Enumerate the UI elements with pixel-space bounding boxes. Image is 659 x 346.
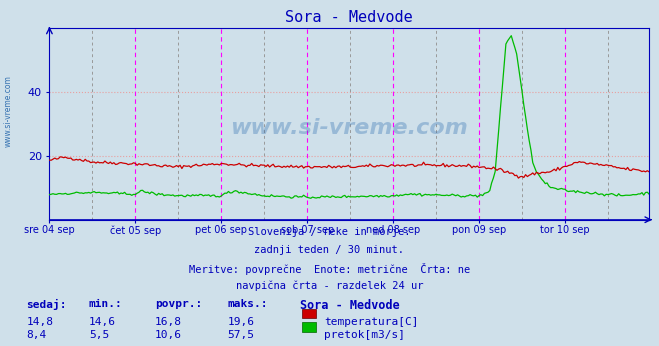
Text: Meritve: povprečne  Enote: metrične  Črta: ne: Meritve: povprečne Enote: metrične Črta:… <box>189 263 470 275</box>
Text: zadnji teden / 30 minut.: zadnji teden / 30 minut. <box>254 245 405 255</box>
Text: sedaj:: sedaj: <box>26 299 67 310</box>
Title: Sora - Medvode: Sora - Medvode <box>285 10 413 25</box>
Text: povpr.:: povpr.: <box>155 299 202 309</box>
Text: 14,6: 14,6 <box>89 317 116 327</box>
Text: Sora - Medvode: Sora - Medvode <box>300 299 399 312</box>
Text: 14,8: 14,8 <box>26 317 53 327</box>
Text: 10,6: 10,6 <box>155 330 182 340</box>
Text: www.si-vreme.com: www.si-vreme.com <box>231 118 468 138</box>
Text: www.si-vreme.com: www.si-vreme.com <box>3 75 13 147</box>
Text: 19,6: 19,6 <box>227 317 254 327</box>
Text: min.:: min.: <box>89 299 123 309</box>
Text: 8,4: 8,4 <box>26 330 47 340</box>
Text: 57,5: 57,5 <box>227 330 254 340</box>
Text: 5,5: 5,5 <box>89 330 109 340</box>
Text: Slovenija / reke in morje.: Slovenija / reke in morje. <box>248 227 411 237</box>
Text: maks.:: maks.: <box>227 299 268 309</box>
Text: temperatura[C]: temperatura[C] <box>324 317 418 327</box>
Text: pretok[m3/s]: pretok[m3/s] <box>324 330 405 340</box>
Text: 16,8: 16,8 <box>155 317 182 327</box>
Text: navpična črta - razdelek 24 ur: navpična črta - razdelek 24 ur <box>236 281 423 291</box>
